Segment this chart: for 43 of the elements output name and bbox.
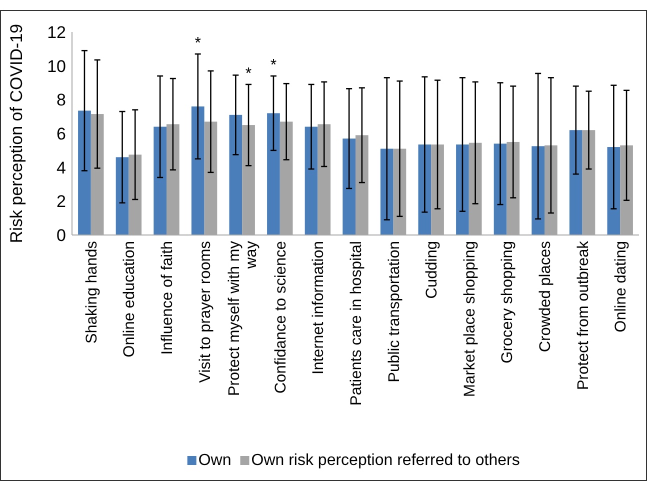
annotation: * bbox=[270, 56, 277, 74]
x-tick-label: Patients care in hospital bbox=[348, 241, 365, 406]
x-tick-label: Shaking hands bbox=[83, 240, 100, 344]
x-tick-label: Visit to prayer rooms bbox=[196, 240, 214, 383]
x-tick-label: Crowded places bbox=[537, 240, 554, 352]
bar bbox=[418, 144, 432, 235]
y-tick-label: 12 bbox=[47, 22, 66, 42]
y-axis-title: Risk perception of COVID-19 bbox=[7, 24, 26, 244]
y-tick-label: 0 bbox=[56, 226, 66, 245]
x-tick-label: Cudding bbox=[424, 241, 441, 299]
bar bbox=[342, 138, 356, 235]
bar bbox=[456, 144, 469, 235]
bar bbox=[532, 146, 544, 235]
bar bbox=[304, 126, 318, 235]
bar bbox=[569, 130, 582, 235]
annotation: * bbox=[245, 65, 252, 82]
x-tick-label: Online dating bbox=[612, 241, 630, 332]
x-tick-label: Protect myself with my way bbox=[226, 240, 260, 396]
x-tick-label: Online education bbox=[121, 241, 138, 358]
bar bbox=[380, 148, 394, 235]
x-tick-label: Confidance to science bbox=[272, 241, 290, 394]
bar bbox=[229, 114, 242, 235]
x-tick-label: Protect from outbreak bbox=[574, 240, 592, 390]
x-tick-label: Influence of faith bbox=[159, 241, 176, 355]
y-tick-label: 6 bbox=[56, 124, 66, 144]
legend-label: Own bbox=[198, 452, 232, 469]
y-tick-label: 8 bbox=[56, 90, 66, 110]
bar bbox=[78, 110, 91, 235]
bar bbox=[154, 126, 166, 235]
x-tick-label: Market place shopping bbox=[461, 241, 478, 397]
annotation: * bbox=[194, 34, 201, 52]
bar bbox=[191, 106, 204, 235]
bar bbox=[267, 113, 280, 235]
bar bbox=[607, 147, 620, 235]
bar bbox=[116, 157, 129, 235]
legend-label: Own risk perception referred to others bbox=[251, 452, 520, 469]
bar bbox=[494, 144, 507, 235]
y-tick-label: 2 bbox=[56, 192, 66, 212]
x-tick-label: Grocery shopping bbox=[499, 241, 516, 364]
y-tick-label: 4 bbox=[56, 158, 66, 178]
y-tick-label: 10 bbox=[47, 56, 66, 76]
x-tick-label: Public transportation bbox=[386, 241, 403, 382]
x-tick-label: Internet information bbox=[310, 241, 328, 375]
